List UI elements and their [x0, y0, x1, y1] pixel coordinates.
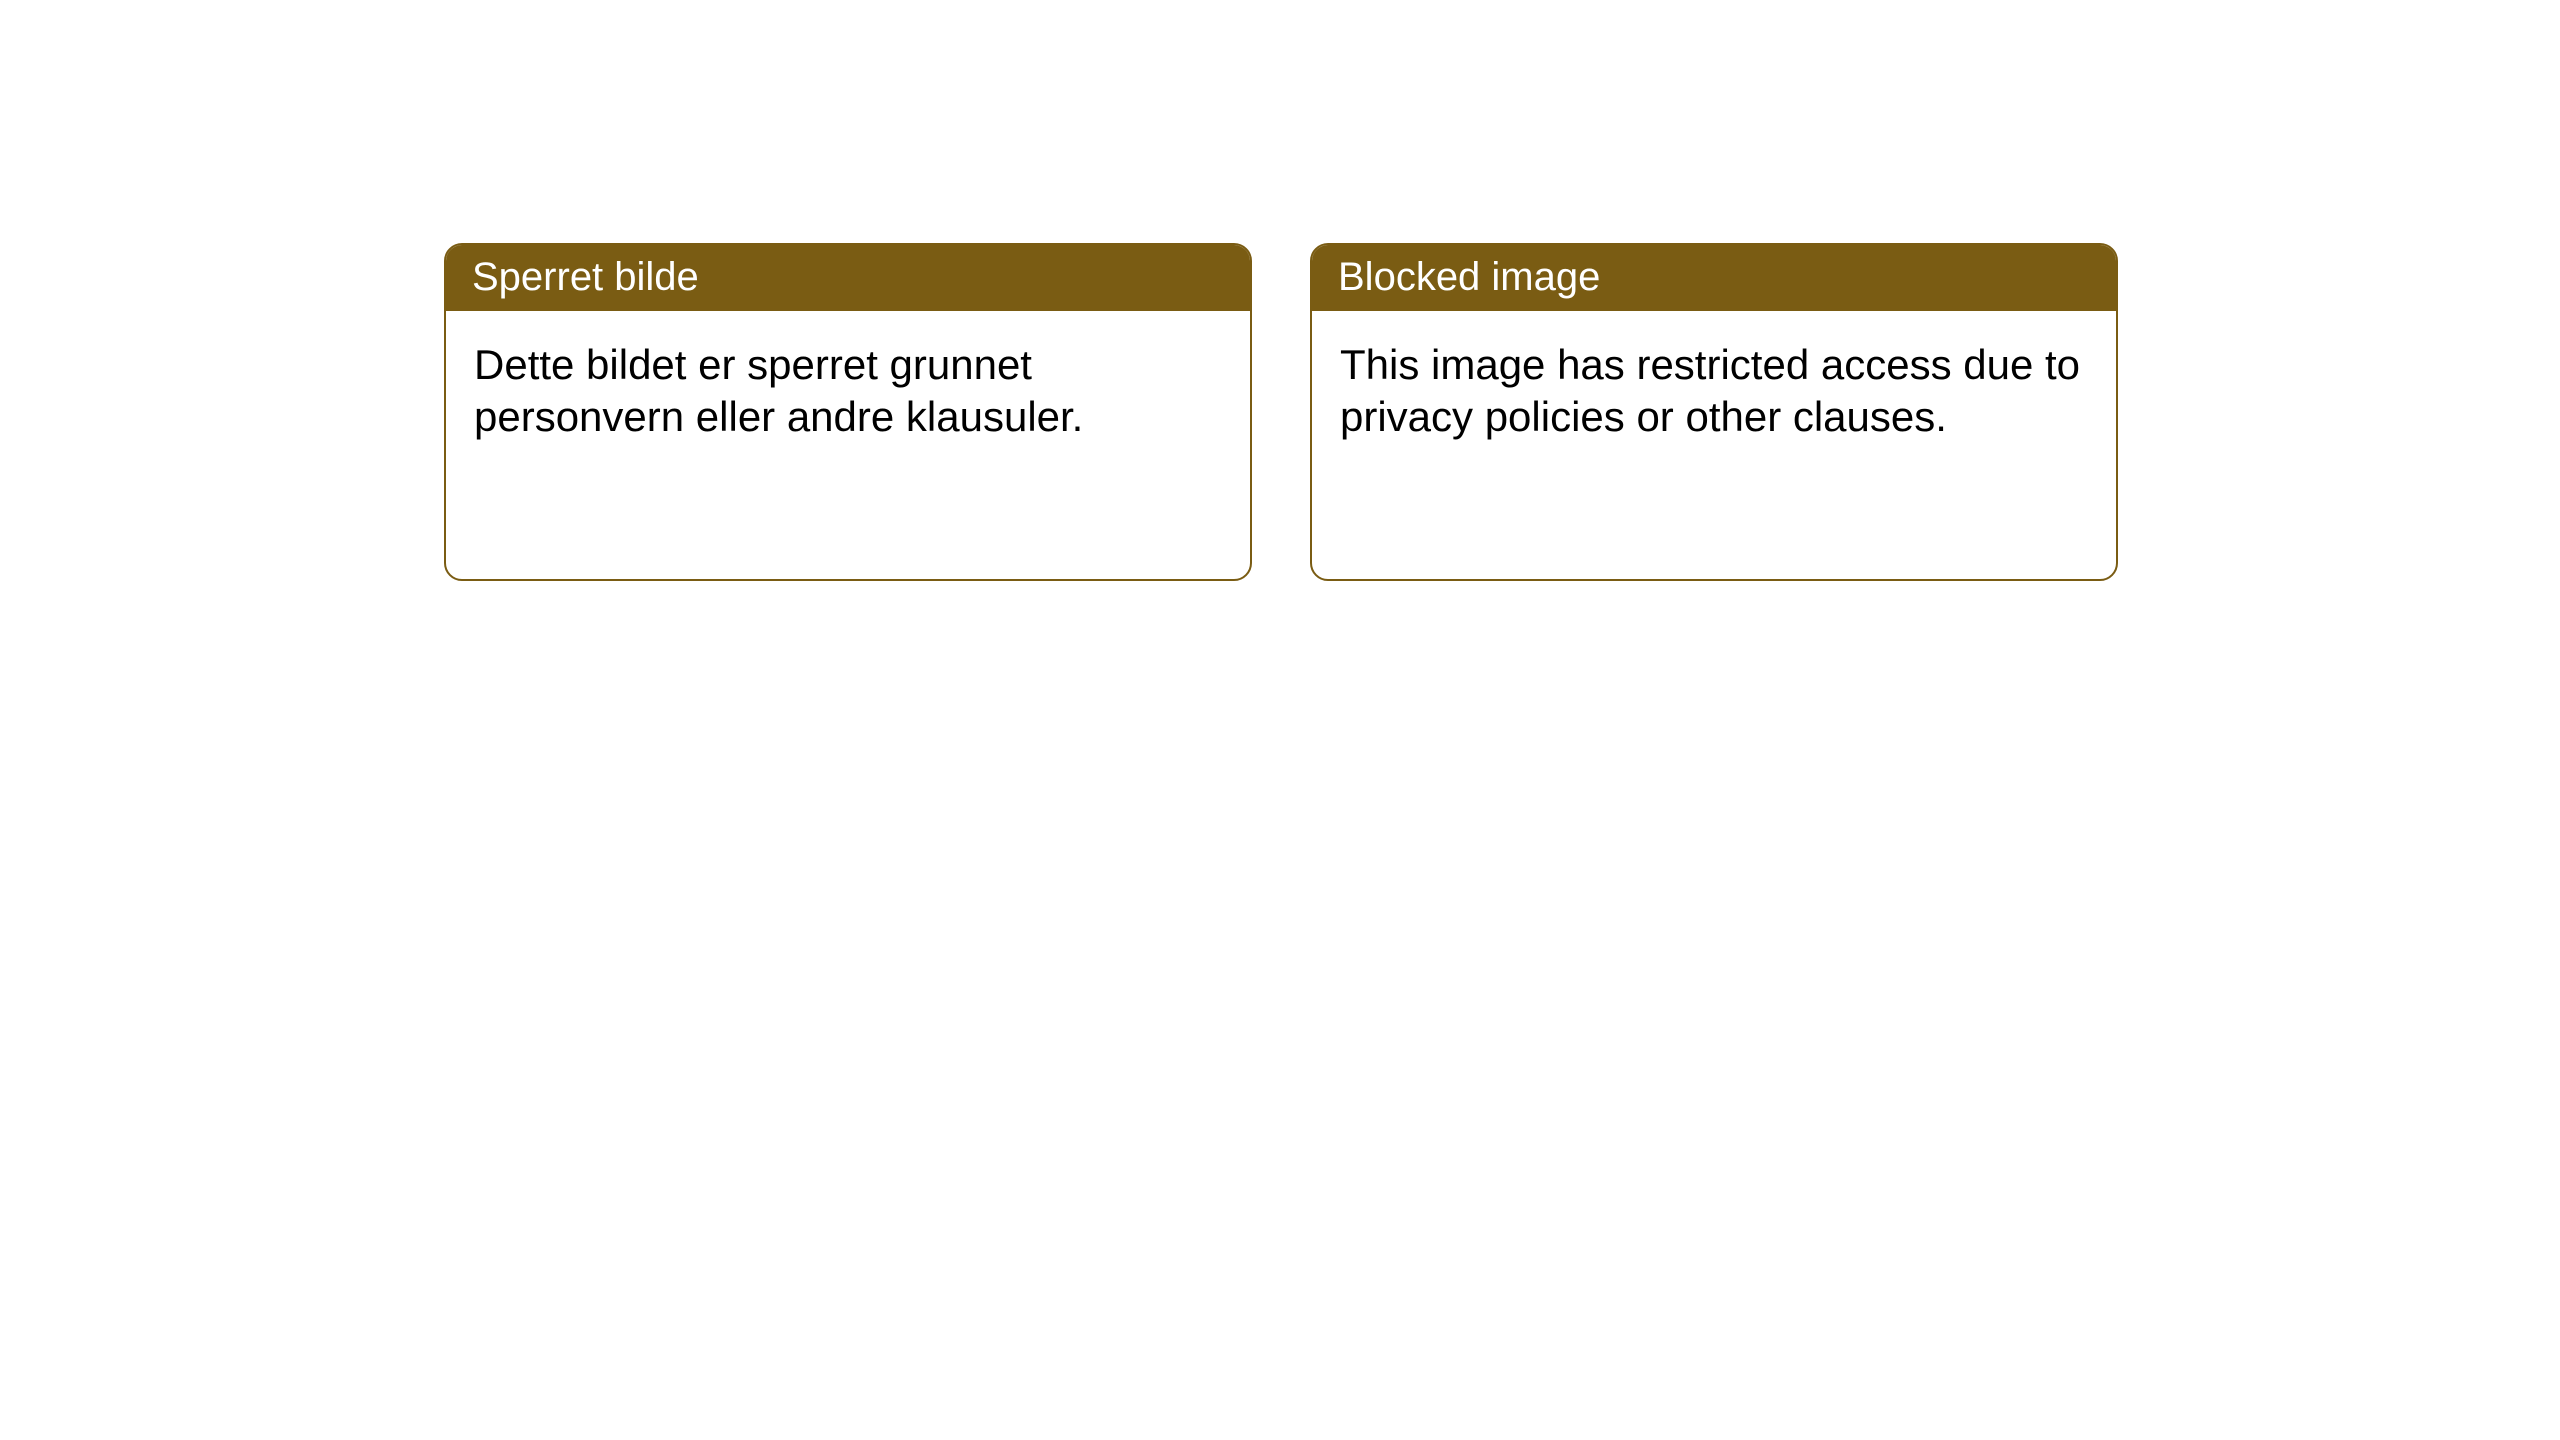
notice-header-norwegian: Sperret bilde — [446, 245, 1250, 311]
notice-header-english: Blocked image — [1312, 245, 2116, 311]
notice-box-english: Blocked image This image has restricted … — [1310, 243, 2118, 581]
notice-container: Sperret bilde Dette bildet er sperret gr… — [444, 243, 2118, 581]
notice-box-norwegian: Sperret bilde Dette bildet er sperret gr… — [444, 243, 1252, 581]
notice-body-english: This image has restricted access due to … — [1312, 311, 2116, 471]
notice-body-norwegian: Dette bildet er sperret grunnet personve… — [446, 311, 1250, 471]
